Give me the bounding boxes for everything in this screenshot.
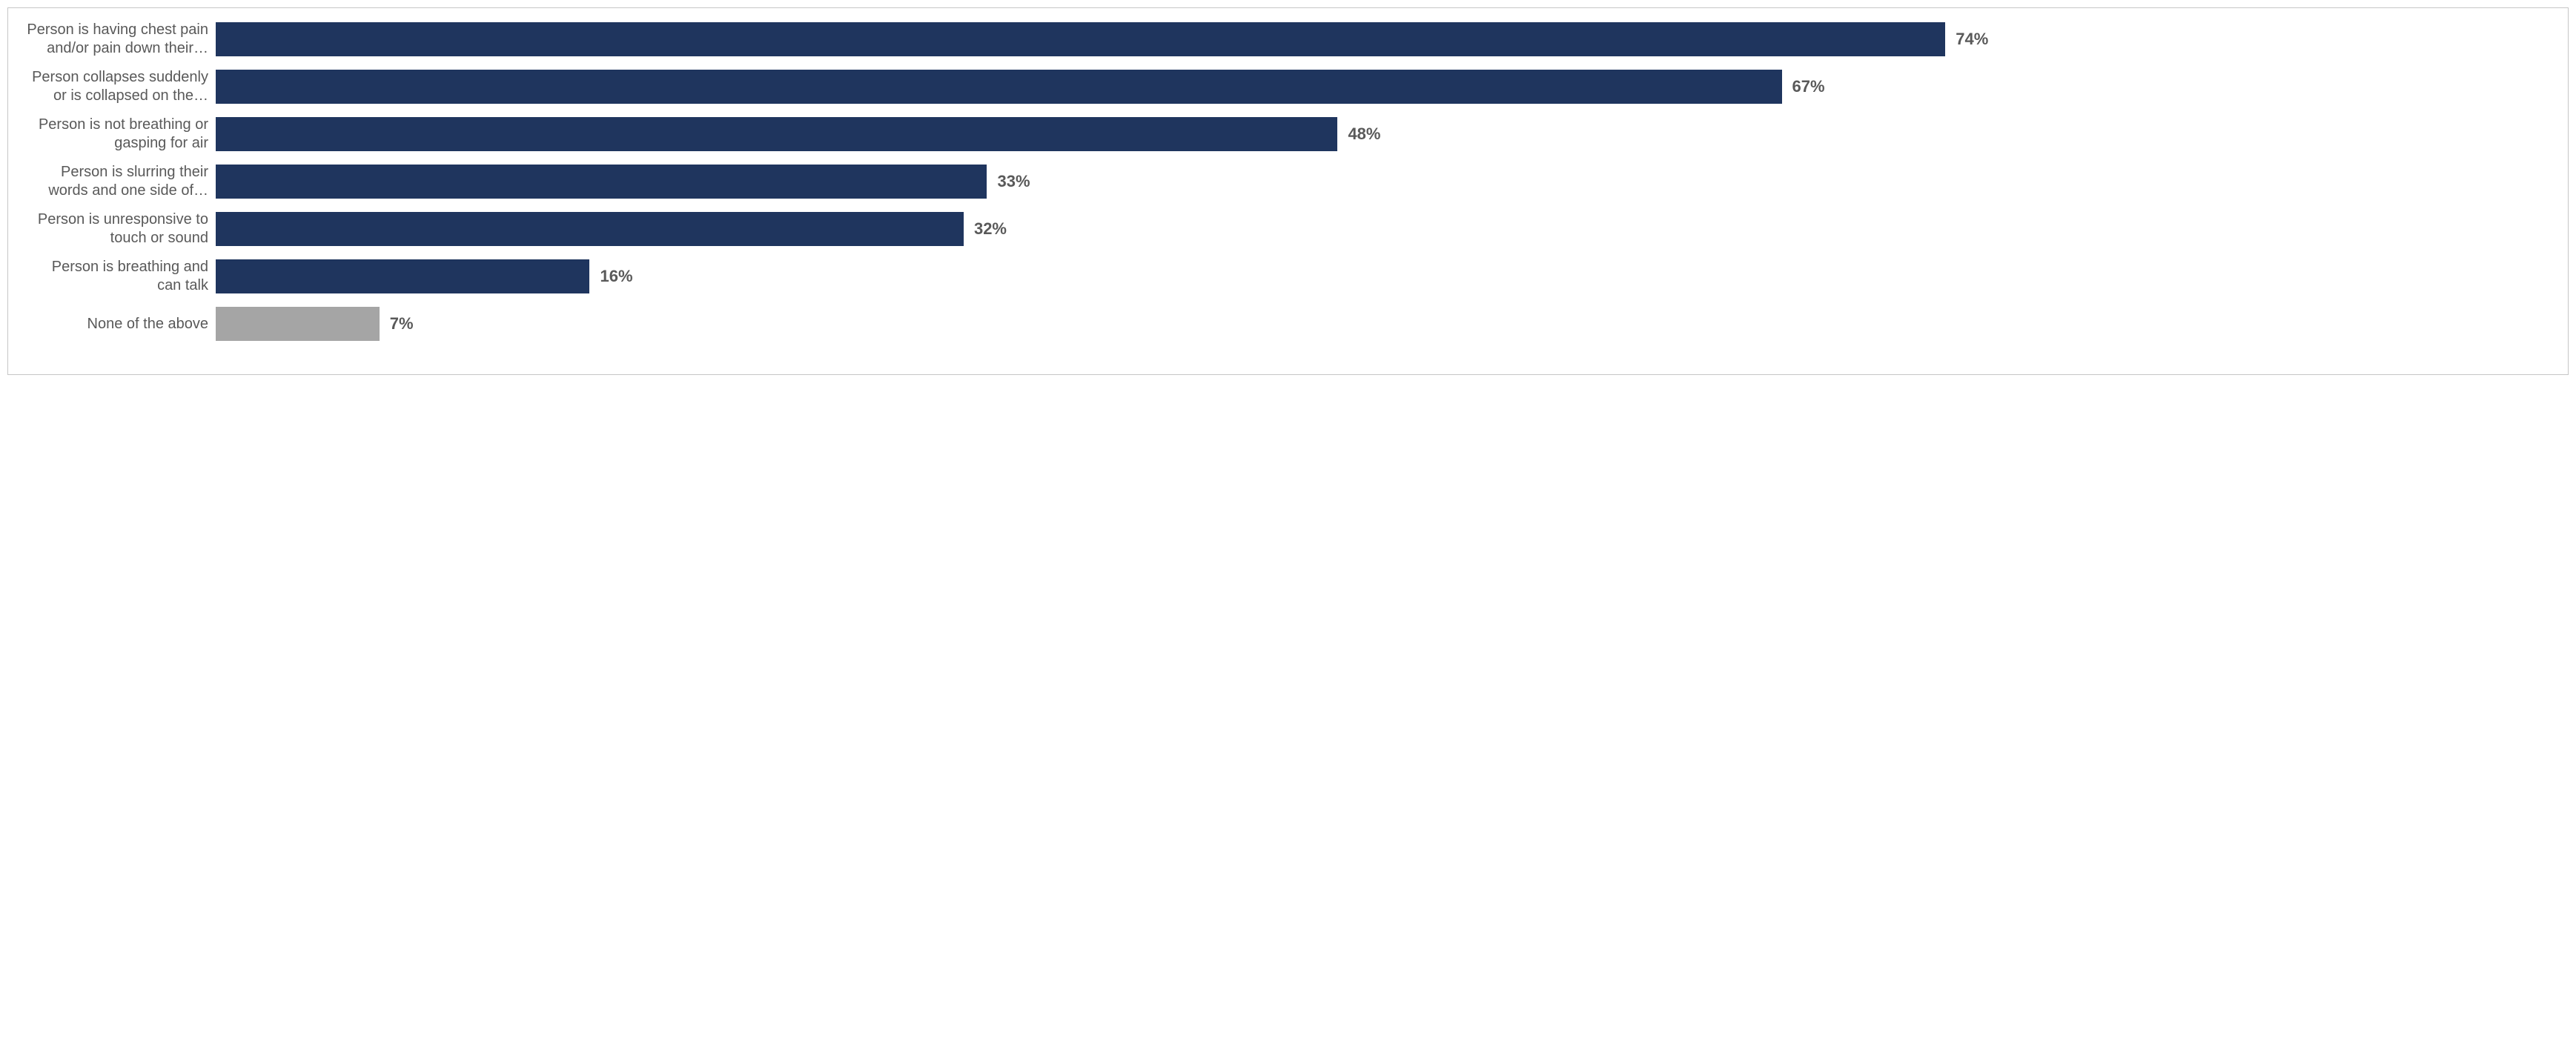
y-axis-label-line1: Person collapses suddenly	[32, 69, 208, 85]
bar-track: 33%	[216, 161, 2553, 202]
bar	[216, 307, 380, 341]
chart-row: Person is not breathing or gasping for ai…	[23, 113, 2553, 155]
y-axis-label: None of the above	[23, 315, 216, 333]
bar-track: 32%	[216, 208, 2553, 250]
chart-row: Person is having chest pain and/or pain d…	[23, 19, 2553, 60]
bar-value-label: 32%	[974, 219, 1007, 239]
bar-track: 16%	[216, 256, 2553, 297]
bar	[216, 212, 964, 246]
bar	[216, 117, 1337, 151]
bar-track: 67%	[216, 66, 2553, 107]
y-axis-label-line1: Person is slurring their	[61, 164, 208, 180]
bar-value-label: 16%	[600, 267, 632, 286]
y-axis-label: Person collapses suddenly or is collapsed…	[23, 68, 216, 105]
bar-value-label: 33%	[997, 172, 1030, 191]
y-axis-label: Person is breathing and can talk	[23, 258, 216, 295]
chart-row: Person is slurring their words and one si…	[23, 161, 2553, 202]
bar-track: 74%	[216, 19, 2553, 60]
bar-value-label: 74%	[1956, 30, 1988, 49]
bar-value-label: 7%	[390, 314, 414, 333]
chart-row: Person is breathing and can talk 16%	[23, 256, 2553, 297]
y-axis-label-line1: Person is unresponsive to	[38, 211, 208, 228]
bar	[216, 259, 589, 293]
y-axis-label: Person is having chest pain and/or pain d…	[23, 21, 216, 58]
y-axis-label-line1: Person is breathing and	[52, 259, 208, 275]
y-axis-label-line2: can talk	[157, 277, 208, 293]
y-axis-label-line2: words and one side of…	[48, 182, 208, 199]
y-axis-label-line1: Person is having chest pain	[27, 21, 208, 38]
y-axis-label-line2: or is collapsed on the…	[53, 87, 208, 104]
y-axis-label: Person is not breathing or gasping for ai…	[23, 116, 216, 153]
bar-value-label: 48%	[1348, 125, 1380, 144]
y-axis-label-line1: Person is not breathing or	[39, 116, 208, 133]
bar-track: 48%	[216, 113, 2553, 155]
y-axis-label: Person is slurring their words and one si…	[23, 163, 216, 200]
bar-chart: Person is having chest pain and/or pain d…	[7, 7, 2569, 375]
chart-row: None of the above 7%	[23, 303, 2553, 345]
bar-track: 7%	[216, 303, 2553, 345]
chart-row: Person collapses suddenly or is collapsed…	[23, 66, 2553, 107]
chart-row: Person is unresponsive to touch or sound 3…	[23, 208, 2553, 250]
y-axis-label: Person is unresponsive to touch or sound	[23, 210, 216, 248]
y-axis-label-line2: gasping for air	[114, 135, 208, 151]
bar	[216, 70, 1782, 104]
y-axis-label-line2: and/or pain down their…	[47, 40, 208, 56]
bar	[216, 22, 1945, 56]
y-axis-label-line1: None of the above	[87, 316, 208, 332]
bar-value-label: 67%	[1792, 77, 1825, 96]
bar	[216, 165, 987, 199]
y-axis-label-line2: touch or sound	[110, 230, 208, 246]
